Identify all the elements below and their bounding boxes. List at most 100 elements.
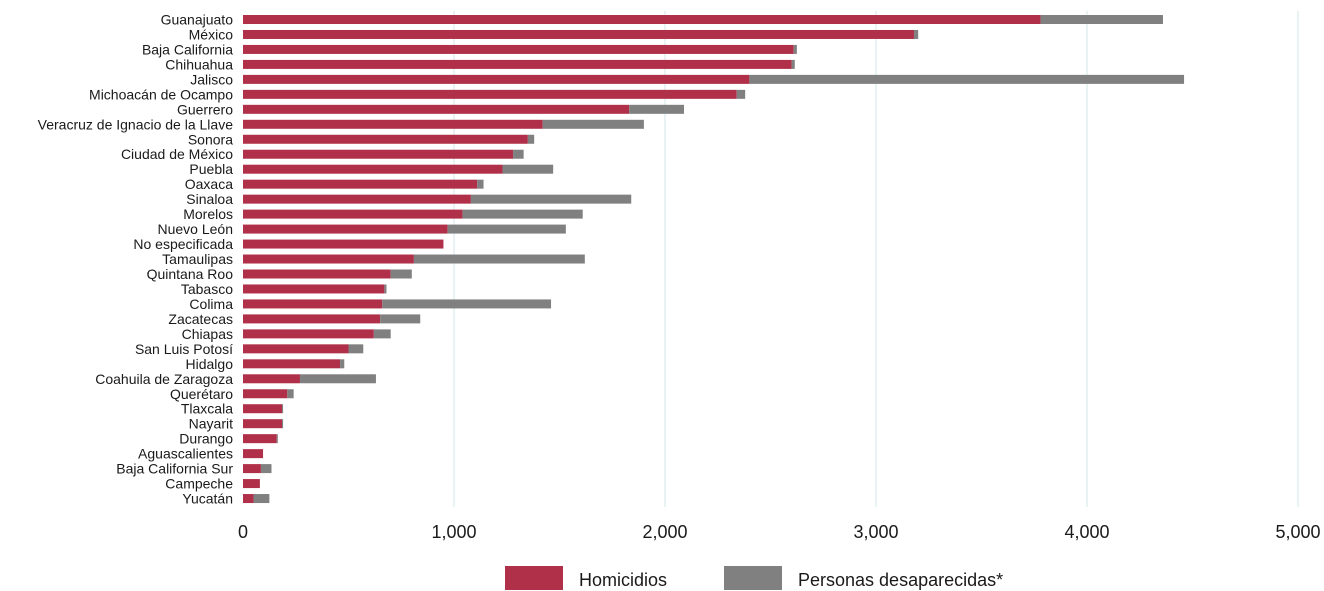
category-label-chihuahua: Chihuahua <box>165 56 233 72</box>
bar-homicidios-oaxaca <box>243 179 478 189</box>
x-tick-label: 3,000 <box>853 522 898 542</box>
bar-personas-desaparecidas-tlaxcala <box>282 404 284 414</box>
bar-homicidios-guanajuato <box>243 15 1041 24</box>
category-label-no-especificada: No especificada <box>133 236 233 252</box>
bar-personas-desaparecidas-coahuila-de-zaragoza <box>299 374 376 384</box>
category-label-chiapas: Chiapas <box>182 326 233 342</box>
bar-homicidios-sinaloa <box>243 194 471 204</box>
category-label-aguascalientes: Aguascalientes <box>138 446 233 462</box>
bar-homicidios-campeche <box>243 479 260 489</box>
bar-personas-desaparecidas-michoacan-de-ocampo <box>736 89 746 99</box>
category-label-guanajuato: Guanajuato <box>161 12 234 28</box>
category-label-baja-california-sur: Baja California Sur <box>116 461 233 477</box>
bar-homicidios-san-luis-potosi <box>243 344 349 354</box>
bar-homicidios-morelos <box>243 209 463 219</box>
x-tick-label: 1,000 <box>431 522 476 542</box>
bar-homicidios-yucatan <box>243 494 254 504</box>
bar-personas-desaparecidas-ciudad-de-mexico <box>513 149 524 159</box>
category-label-tamaulipas: Tamaulipas <box>162 251 233 267</box>
bar-personas-desaparecidas-zacatecas <box>380 314 421 324</box>
category-label-sonora: Sonora <box>188 131 233 147</box>
category-label-tabasco: Tabasco <box>181 281 233 297</box>
category-label-jalisco: Jalisco <box>190 71 233 87</box>
category-label-mexico: México <box>189 26 234 42</box>
bar-personas-desaparecidas-nayarit <box>282 419 284 429</box>
bar-personas-desaparecidas-durango <box>276 434 278 444</box>
bar-personas-desaparecidas-quintana-roo <box>390 269 412 279</box>
category-label-michoacan-de-ocampo: Michoacán de Ocampo <box>89 86 233 102</box>
bar-homicidios-no-especificada <box>243 239 444 249</box>
category-label-san-luis-potosi: San Luis Potosí <box>135 341 233 357</box>
bar-homicidios-chiapas <box>243 329 374 339</box>
bar-personas-desaparecidas-hidalgo <box>340 359 345 369</box>
category-label-tlaxcala: Tlaxcala <box>181 401 233 417</box>
bar-homicidios-tamaulipas <box>243 254 414 264</box>
bar-homicidios-durango <box>243 434 277 444</box>
bar-homicidios-zacatecas <box>243 314 381 324</box>
legend-swatch-homicidios <box>505 566 563 590</box>
category-label-zacatecas: Zacatecas <box>168 311 233 327</box>
x-tick-label: 5,000 <box>1275 522 1320 542</box>
category-label-quintana-roo: Quintana Roo <box>147 266 234 282</box>
bars <box>243 15 1185 504</box>
bar-personas-desaparecidas-morelos <box>462 209 583 219</box>
bar-personas-desaparecidas-sinaloa <box>470 194 632 204</box>
bar-homicidios-jalisco <box>243 74 750 84</box>
bar-homicidios-colima <box>243 299 383 309</box>
bar-homicidios-baja-california <box>243 44 794 54</box>
category-label-puebla: Puebla <box>189 161 233 177</box>
category-label-durango: Durango <box>179 431 233 447</box>
bar-homicidios-aguascalientes <box>243 449 264 459</box>
bar-personas-desaparecidas-jalisco <box>749 74 1185 84</box>
bar-personas-desaparecidas-guerrero <box>629 104 684 114</box>
bar-homicidios-chihuahua <box>243 59 792 69</box>
bar-homicidios-hidalgo <box>243 359 341 369</box>
bar-homicidios-tabasco <box>243 284 385 294</box>
bar-homicidios-nayarit <box>243 419 283 429</box>
bar-personas-desaparecidas-chiapas <box>373 329 391 339</box>
bar-personas-desaparecidas-colima <box>382 299 552 309</box>
bar-personas-desaparecidas-veracruz-de-ignacio-de-la-llave <box>542 119 644 129</box>
category-label-ciudad-de-mexico: Ciudad de México <box>121 146 233 162</box>
bar-homicidios-michoacan-de-ocampo <box>243 89 737 99</box>
bar-homicidios-quintana-roo <box>243 269 391 279</box>
bar-personas-desaparecidas-queretaro <box>287 389 294 399</box>
category-label-oaxaca: Oaxaca <box>185 176 233 192</box>
legend-label-personas-desaparecidas: Personas desaparecidas* <box>798 570 1003 590</box>
bar-homicidios-queretaro <box>243 389 288 399</box>
category-label-sinaloa: Sinaloa <box>186 191 233 207</box>
bar-homicidios-tlaxcala <box>243 404 283 414</box>
legend-label-homicidios: Homicidios <box>579 570 667 590</box>
bar-homicidios-ciudad-de-mexico <box>243 149 514 159</box>
category-label-campeche: Campeche <box>165 476 233 492</box>
bar-personas-desaparecidas-san-luis-potosi <box>348 344 364 354</box>
x-tick-label: 0 <box>238 522 248 542</box>
bar-personas-desaparecidas-yucatan <box>253 494 270 504</box>
bar-personas-desaparecidas-mexico <box>913 29 919 39</box>
bar-homicidios-veracruz-de-ignacio-de-la-llave <box>243 119 543 129</box>
x-tick-label: 2,000 <box>642 522 687 542</box>
category-label-guerrero: Guerrero <box>177 101 233 117</box>
category-label-colima: Colima <box>189 296 233 312</box>
bar-personas-desaparecidas-tamaulipas <box>413 254 585 264</box>
bar-homicidios-nuevo-leon <box>243 224 448 234</box>
bar-homicidios-baja-california-sur <box>243 464 261 474</box>
category-label-baja-california: Baja California <box>142 41 233 57</box>
bar-personas-desaparecidas-nuevo-leon <box>447 224 566 234</box>
category-label-veracruz-de-ignacio-de-la-llave: Veracruz de Ignacio de la Llave <box>38 116 234 132</box>
legend: Homicidios Personas desaparecidas* <box>505 566 1003 590</box>
bar-personas-desaparecidas-chihuahua <box>791 59 795 69</box>
category-label-nayarit: Nayarit <box>189 416 233 432</box>
bar-personas-desaparecidas-tabasco <box>384 284 387 294</box>
category-label-morelos: Morelos <box>183 206 233 222</box>
legend-swatch-personas-desaparecidas <box>724 566 782 590</box>
category-label-coahuila-de-zaragoza: Coahuila de Zaragoza <box>95 371 233 387</box>
bar-personas-desaparecidas-baja-california <box>793 44 797 54</box>
bar-personas-desaparecidas-sonora <box>527 134 535 144</box>
bar-homicidios-mexico <box>243 29 914 39</box>
bar-personas-desaparecidas-guanajuato <box>1040 15 1163 24</box>
x-tick-label: 4,000 <box>1064 522 1109 542</box>
bar-homicidios-puebla <box>243 164 503 174</box>
category-label-hidalgo: Hidalgo <box>186 356 234 372</box>
